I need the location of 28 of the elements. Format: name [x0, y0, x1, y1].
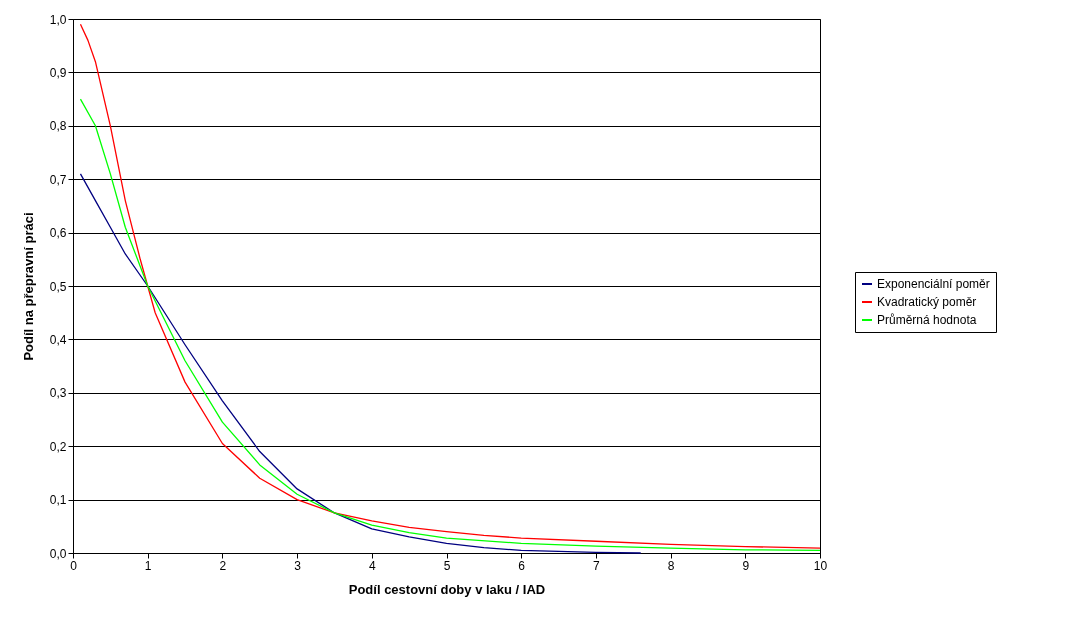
- legend-label: Exponenciální poměr: [877, 277, 990, 291]
- y-tick-label: 0,6: [49, 226, 67, 241]
- y-tick-label: 0,8: [49, 119, 67, 134]
- y-axis-title: Podíl na přepravní práci: [20, 212, 36, 361]
- legend-label: Průměrná hodnota: [877, 313, 977, 327]
- y-tick-label: 1,0: [49, 12, 67, 27]
- x-tick-label: 3: [294, 558, 302, 573]
- y-tick-label: 0,3: [49, 386, 67, 401]
- y-tick-label: 0,4: [49, 332, 67, 347]
- x-tick-label: 5: [443, 558, 451, 573]
- x-tick-label: 9: [742, 558, 750, 573]
- y-tick-label: 0,5: [49, 279, 67, 294]
- y-tick-label: 0,2: [49, 439, 67, 454]
- x-tick-label: 8: [667, 558, 675, 573]
- y-tick-label: 0,1: [49, 493, 67, 508]
- y-tick-label: 0,0: [49, 546, 67, 561]
- x-tick-label: 7: [593, 558, 601, 573]
- x-tick-label: 4: [368, 558, 376, 573]
- legend-label: Kvadratický poměr: [877, 295, 977, 309]
- x-tick-label: 2: [219, 558, 227, 573]
- x-axis-title: Podíl cestovní doby v laku / IAD: [348, 581, 546, 597]
- x-tick-label: 10: [813, 558, 828, 573]
- y-tick-label: 0,7: [49, 172, 67, 187]
- x-tick-label: 1: [144, 558, 152, 573]
- x-tick-label: 0: [70, 558, 78, 573]
- y-tick-label: 0,9: [49, 65, 67, 80]
- line-series: [79, 173, 642, 554]
- x-tick-label: 6: [518, 558, 526, 573]
